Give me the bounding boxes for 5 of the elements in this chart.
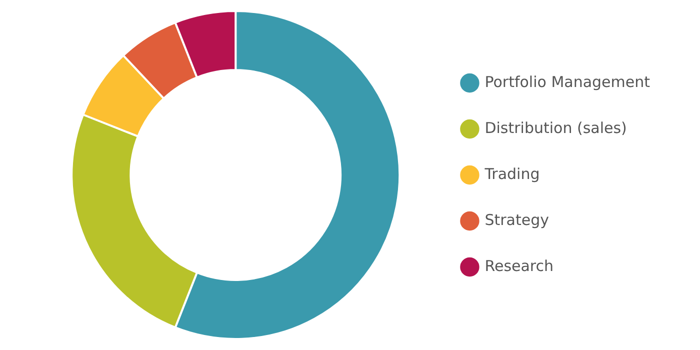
legend-label: Trading: [484, 164, 540, 183]
legend-label: Portfolio Management: [484, 72, 650, 91]
legend-label: Strategy: [484, 210, 550, 229]
legend-label: Distribution (sales): [484, 118, 627, 137]
legend-label: Research: [484, 256, 554, 275]
